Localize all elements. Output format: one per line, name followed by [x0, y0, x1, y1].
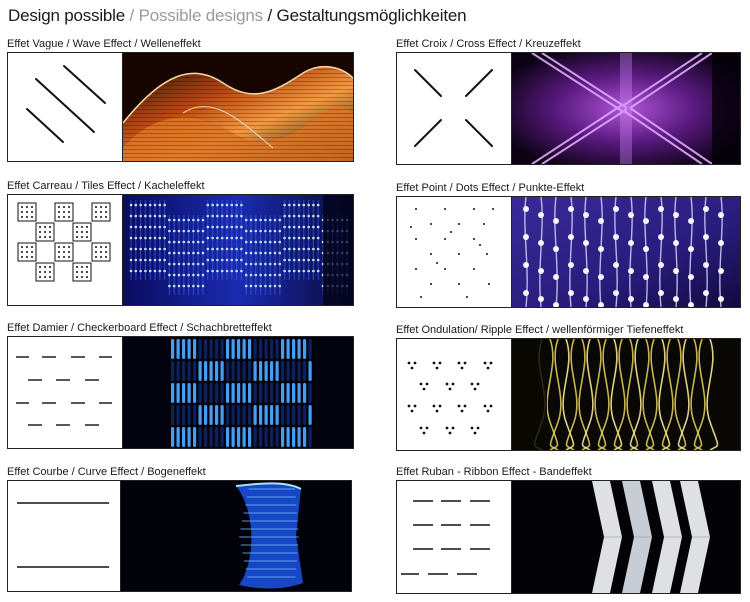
effect-frame-cross: [396, 52, 741, 165]
effect-card-dots: Effet Point / Dots Effect / Punkte-Effek…: [396, 182, 744, 308]
ripple-effect-photo: [512, 339, 740, 450]
effect-frame-curve: [7, 480, 352, 592]
effect-frame-wave: [7, 52, 354, 162]
effect-frame-tiles: [7, 194, 354, 306]
effect-label-checkerboard: Effet Damier / Checkerboard Effect / Sch…: [7, 322, 272, 334]
title-sep-1: /: [125, 6, 139, 25]
effect-frame-ribbon: [396, 480, 741, 594]
effect-label-wave: Effet Vague / Wave Effect / Welleneffekt: [7, 38, 201, 50]
cross-effect-photo: [512, 53, 740, 164]
tiles-diagram: [8, 195, 123, 305]
effect-label-ripple: Effet Ondulation/ Ripple Effect / wellen…: [396, 324, 684, 336]
effect-label-tiles: Effet Carreau / Tiles Effect / Kacheleff…: [7, 180, 205, 192]
checkerboard-effect-photo: [123, 337, 353, 448]
dots-diagram: [397, 197, 512, 307]
effect-card-cross: Effet Croix / Cross Effect / Kreuzeffekt: [396, 38, 744, 165]
effect-card-wave: Effet Vague / Wave Effect / Welleneffekt: [7, 38, 355, 162]
effect-card-ripple: Effet Ondulation/ Ripple Effect / wellen…: [396, 324, 744, 452]
cross-diagram: [397, 53, 512, 164]
tiles-effect-photo: [123, 195, 353, 305]
effect-card-checkerboard: Effet Damier / Checkerboard Effect / Sch…: [7, 322, 355, 450]
effect-card-ribbon: Effet Ruban - Ribbon Effect - Bandeffekt: [396, 466, 744, 596]
effect-label-ribbon: Effet Ruban - Ribbon Effect - Bandeffekt: [396, 466, 592, 478]
dots-effect-photo: [512, 197, 740, 307]
effect-label-curve: Effet Courbe / Curve Effect / Bogeneffek…: [7, 466, 206, 478]
effect-label-cross: Effet Croix / Cross Effect / Kreuzeffekt: [396, 38, 581, 50]
wave-effect-photo: [123, 53, 353, 161]
effect-frame-ripple: [396, 338, 741, 451]
effect-card-tiles: Effet Carreau / Tiles Effect / Kacheleff…: [7, 180, 355, 306]
effect-frame-checkerboard: [7, 336, 354, 449]
title-en: Possible designs: [138, 6, 264, 25]
curve-effect-photo: [121, 481, 351, 591]
ribbon-effect-photo: [512, 481, 740, 593]
effect-label-dots: Effet Point / Dots Effect / Punkte-Effek…: [396, 182, 585, 194]
curve-diagram: [8, 481, 121, 591]
page-title: Design possible / Possible designs / Ges…: [8, 6, 467, 26]
title-de: Gestaltungsmöglichkeiten: [276, 6, 467, 25]
wave-diagram: [8, 53, 123, 161]
checkerboard-diagram: [8, 337, 123, 448]
ripple-diagram: [397, 339, 512, 450]
ribbon-diagram: [397, 481, 512, 593]
title-sep-2: /: [262, 6, 277, 25]
effect-frame-dots: [396, 196, 741, 308]
title-fr: Design possible: [8, 6, 126, 25]
effect-card-curve: Effet Courbe / Curve Effect / Bogeneffek…: [7, 466, 355, 596]
